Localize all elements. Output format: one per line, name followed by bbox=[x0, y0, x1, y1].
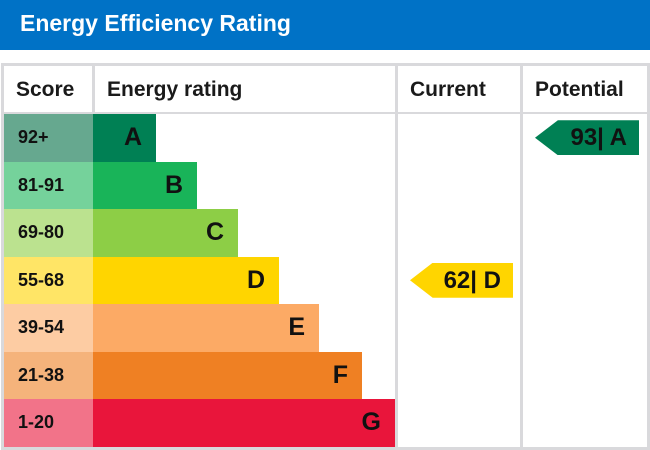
band-bar-c: C bbox=[93, 209, 238, 257]
rating-table: Score Energy rating Current Potential 92… bbox=[1, 63, 650, 450]
potential-rating-arrow: 93| A bbox=[535, 120, 639, 156]
band-score-c: 69-80 bbox=[4, 209, 93, 257]
band-score-b: 81-91 bbox=[4, 161, 93, 209]
band-bar-d: D bbox=[93, 256, 279, 304]
band-bar-f: F bbox=[93, 351, 362, 399]
bands-column: 92+ A 81-91 B 69-80 C 55-68 D 39-54 E 21-38 F 1-20 G bbox=[4, 114, 395, 447]
potential-column: 93| A bbox=[523, 114, 647, 447]
band-bar-g: G bbox=[93, 399, 395, 447]
band-score-f: 21-38 bbox=[4, 351, 93, 399]
current-rating-arrow: 62| D bbox=[410, 262, 513, 298]
header-energy-rating: Energy rating bbox=[95, 66, 395, 112]
band-bar-b: B bbox=[93, 161, 197, 209]
band-score-e: 39-54 bbox=[4, 304, 93, 352]
header-score: Score bbox=[4, 66, 92, 112]
band-bar-a: A bbox=[93, 114, 156, 162]
band-score-a: 92+ bbox=[4, 114, 93, 162]
band-bar-e: E bbox=[93, 304, 319, 352]
current-column: 62| D bbox=[398, 114, 520, 447]
header-current: Current bbox=[398, 66, 520, 112]
page-title: Energy Efficiency Rating bbox=[0, 0, 650, 50]
header-potential: Potential bbox=[523, 66, 647, 112]
band-score-g: 1-20 bbox=[4, 399, 93, 447]
band-score-d: 55-68 bbox=[4, 256, 93, 304]
